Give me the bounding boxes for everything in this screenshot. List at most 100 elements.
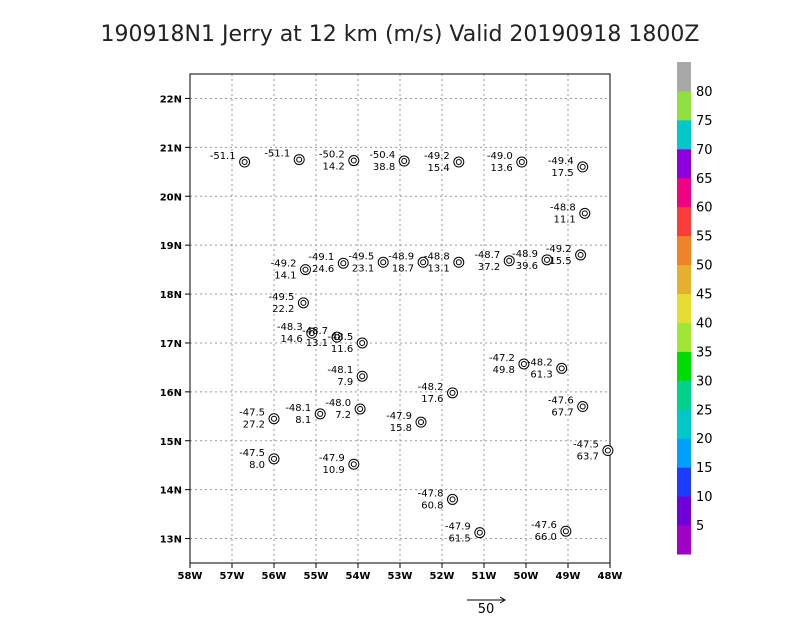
observation-point: -48.217.6: [418, 382, 458, 405]
reference-vector: 50: [467, 596, 506, 617]
station-ring-outer: [575, 249, 587, 261]
wind-speed-label: 17.5: [551, 168, 573, 179]
y-axis: 13N 14N 15N 16N 17N 18N 19N 20N 21N 22N: [160, 94, 190, 546]
observation-point: -48.713.1: [302, 326, 343, 349]
station-ring-inner: [357, 405, 364, 412]
y-tick-label: 14N: [160, 486, 182, 497]
station-ring-outer: [268, 413, 280, 425]
station-ring-inner: [380, 259, 387, 266]
observation-point: -47.249.8: [489, 353, 530, 376]
wind-speed-label: 27.2: [243, 420, 265, 431]
wind-speed-label: 10.9: [323, 465, 345, 476]
observation-point: -51.1: [210, 151, 251, 168]
station-ring-inner: [359, 339, 366, 346]
temperature-label: -47.5: [239, 448, 265, 459]
wind-speed-label: 13.6: [491, 163, 513, 174]
station-ring-inner: [350, 461, 357, 468]
y-tick-label: 13N: [160, 535, 182, 546]
colorbar-swatch: [677, 206, 691, 237]
colorbar-swatch: [677, 148, 691, 179]
temperature-label: -49.5: [348, 251, 374, 262]
station-ring-inner: [241, 159, 248, 166]
observation-point: -50.438.8: [369, 150, 410, 173]
station-ring-inner: [544, 256, 550, 263]
station-ring-inner: [604, 447, 611, 454]
wind-speed-label: 39.6: [516, 261, 538, 272]
y-tick-label: 22N: [160, 94, 182, 105]
station-ring-outer: [453, 156, 465, 168]
x-tick-label: 55W: [304, 571, 329, 582]
temperature-label: -48.8: [424, 251, 450, 262]
station-ring-inner: [401, 158, 408, 165]
station-ring-outer: [577, 161, 589, 173]
wind-speed-label: 24.6: [312, 264, 334, 275]
colorbar-label: 50: [696, 259, 713, 274]
colorbar-swatch: [677, 496, 691, 526]
station-ring-outer: [398, 155, 410, 167]
station-ring-inner: [340, 260, 347, 267]
wind-speed-label: 63.7: [577, 452, 599, 463]
reference-arrowhead: [499, 596, 506, 604]
observation-point: -49.523.1: [348, 251, 389, 274]
y-tick-label: 21N: [160, 143, 182, 154]
colorbar-swatch: [677, 525, 691, 555]
wind-speed-label: 14.2: [323, 162, 345, 173]
temperature-label: -49.2: [424, 151, 450, 162]
colorbar-label: 60: [696, 201, 713, 216]
station-ring-outer: [293, 154, 305, 166]
wind-speed-label: 15.4: [428, 163, 450, 174]
colorbar-swatch: [677, 322, 691, 352]
chart-title: 190918N1 Jerry at 12 km (m/s) Valid 2019…: [101, 22, 700, 47]
colorbar-label: 15: [696, 461, 713, 476]
colorbar-label: 20: [696, 432, 713, 447]
observation-point: -47.666.0: [531, 520, 572, 543]
observation-point: -49.013.6: [487, 151, 528, 174]
x-tick-label: 51W: [472, 571, 497, 582]
observation-point: -49.522.2: [269, 292, 309, 315]
station-ring-inner: [455, 259, 462, 266]
colorbar-label: 25: [696, 403, 713, 418]
station-ring-outer: [354, 403, 366, 415]
temperature-label: -50.4: [369, 150, 395, 161]
wind-speed-label: 37.2: [478, 262, 500, 273]
x-axis: 58W 57W 56W 55W 54W 53W 52W 51W 50W 49W 48W: [178, 563, 622, 582]
station-ring-inner: [271, 455, 277, 462]
colorbar-label: 40: [696, 316, 713, 331]
wind-speed-label: 7.9: [337, 377, 353, 388]
station-ring-inner: [302, 266, 309, 273]
wind-speed-label: 67.7: [551, 408, 573, 419]
wind-speed-label: 15.5: [549, 256, 571, 267]
wind-speed-label: 7.2: [335, 410, 351, 421]
station-ring-inner: [506, 257, 513, 264]
temperature-label: -47.6: [548, 396, 574, 407]
station-ring-outer: [453, 256, 465, 268]
wind-speed-label: 17.6: [421, 394, 443, 405]
colorbar-swatch: [677, 119, 691, 150]
observation-point: -48.18.1: [285, 403, 326, 426]
wind-speed-label: 38.8: [373, 162, 395, 173]
colorbar-swatch: [677, 438, 691, 468]
temperature-label: -47.8: [418, 488, 444, 499]
station-ring-outer: [541, 254, 553, 266]
temperature-label: -48.7: [474, 250, 500, 261]
station-ring-outer: [331, 331, 343, 343]
station-ring-inner: [296, 156, 303, 163]
temperature-label: -47.5: [573, 440, 599, 451]
observation-point: -48.261.3: [527, 357, 568, 380]
station-ring-outer: [300, 264, 311, 276]
x-tick-label: 50W: [514, 571, 539, 582]
temperature-label: -49.5: [269, 292, 295, 303]
temperature-label: -48.3: [277, 322, 303, 333]
colorbar-swatch: [677, 177, 691, 208]
station-ring-inner: [558, 365, 565, 372]
station-ring-inner: [334, 334, 340, 341]
wind-speed-label: 23.1: [352, 263, 374, 274]
station-ring-inner: [577, 251, 584, 258]
temperature-label: -49.1: [308, 252, 334, 263]
station-ring-outer: [447, 387, 458, 399]
colorbar-label: 80: [696, 85, 713, 100]
observation-point: -48.939.6: [512, 249, 553, 272]
y-tick-label: 15N: [160, 437, 182, 448]
station-ring-inner: [455, 159, 462, 166]
x-tick-label: 56W: [262, 571, 287, 582]
